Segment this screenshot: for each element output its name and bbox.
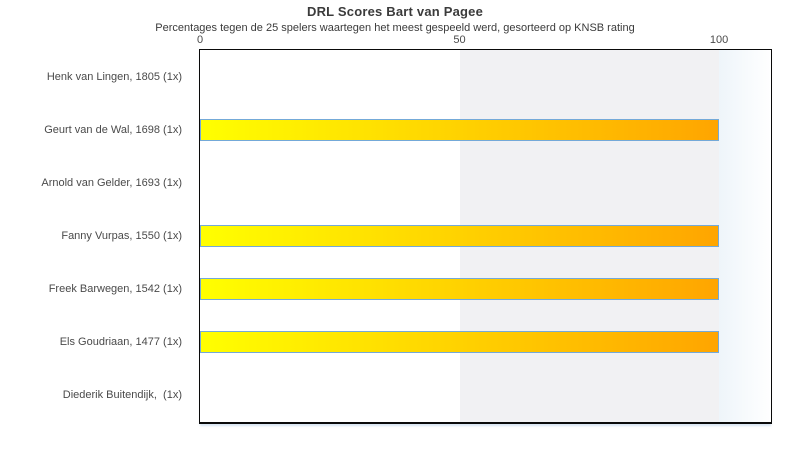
overflow-band-beyond-100 [719, 50, 771, 422]
score-bar [200, 278, 720, 301]
category-label: Henk van Lingen, 1805 (1x) [46, 70, 182, 83]
category-label: Els Goudriaan, 1477 (1x) [59, 336, 182, 349]
category-label: Fanny Vurpas, 1550 (1x) [61, 229, 182, 242]
bar-rows [200, 50, 771, 422]
x-axis-tick: 50 [453, 34, 466, 46]
bar-row [200, 316, 771, 369]
chart-subtitle: Percentages tegen de 25 spelers waartege… [155, 22, 635, 34]
y-axis-category-labels: Henk van Lingen, 1805 (1x) Geurt van de W… [0, 50, 191, 422]
bar-row [200, 50, 771, 103]
category-label: Diederik Buitendijk, (1x) [62, 389, 182, 402]
plot-area [199, 49, 772, 424]
category-label: Geurt van de Wal, 1698 (1x) [44, 123, 182, 136]
x-axis-tick: 100 [709, 34, 729, 46]
bar-row [200, 156, 771, 209]
score-bar [200, 224, 720, 247]
category-label: Arnold van Gelder, 1693 (1x) [41, 176, 182, 189]
score-bar [200, 118, 720, 141]
bar-row [200, 369, 771, 422]
bar-row [200, 103, 771, 156]
category-label: Freek Barwegen, 1542 (1x) [48, 283, 182, 296]
score-bar [200, 331, 720, 354]
x-axis-tick-labels: 0 50 100 [196, 34, 771, 48]
bar-row [200, 263, 771, 316]
bar-row [200, 209, 771, 262]
chart-title: DRL Scores Bart van Pagee [307, 4, 483, 19]
x-axis-tick: 0 [196, 34, 204, 46]
